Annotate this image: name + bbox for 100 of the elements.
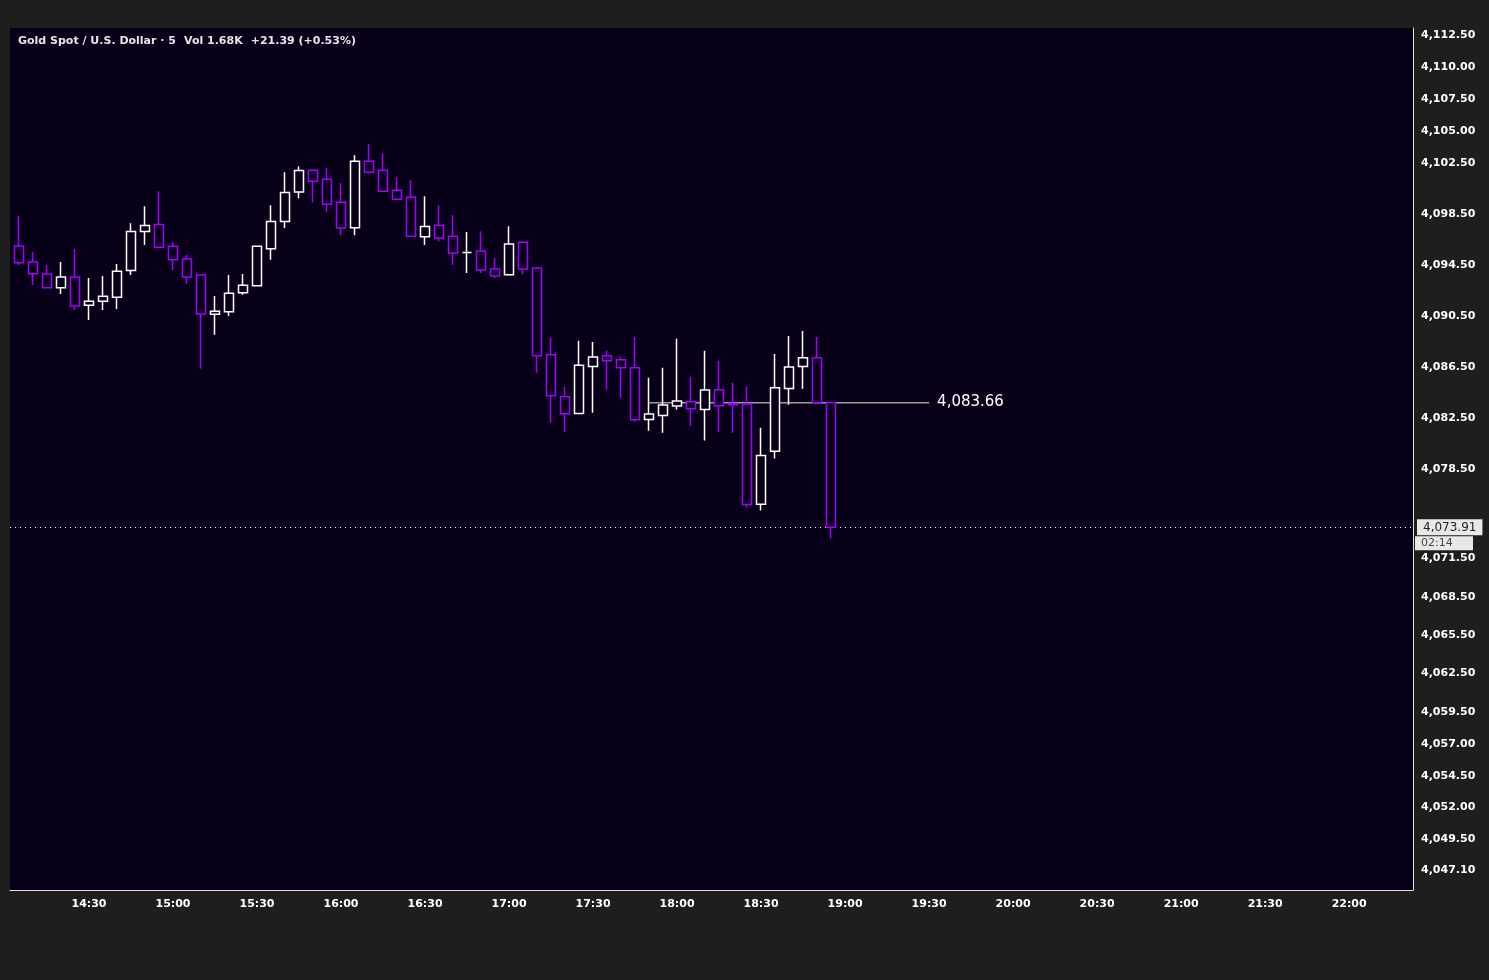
candlestick <box>769 353 781 460</box>
y-tick-label: 4,065.50 <box>1421 628 1476 642</box>
candlestick <box>139 205 151 246</box>
candlestick <box>517 240 529 275</box>
candlestick <box>755 426 767 512</box>
candlestick <box>531 266 543 374</box>
candlestick <box>419 195 431 246</box>
x-tick-label: 21:30 <box>1247 897 1283 910</box>
x-tick-label: 16:00 <box>323 897 359 910</box>
candlestick <box>377 152 389 192</box>
candlestick <box>237 273 249 296</box>
candlestick <box>335 182 347 236</box>
y-tick-label: 4,059.50 <box>1421 704 1476 718</box>
y-tick-label: 4,094.50 <box>1421 257 1476 271</box>
candlestick <box>783 335 795 406</box>
x-tick-label: 22:00 <box>1331 897 1367 910</box>
y-tick-label: 4,047.10 <box>1421 863 1476 877</box>
y-tick-label: 4,107.50 <box>1421 91 1476 105</box>
candlestick <box>699 350 711 442</box>
candlestick <box>111 263 123 310</box>
candlestick <box>825 401 837 540</box>
y-tick-label: 4,098.50 <box>1421 206 1476 220</box>
candlestick <box>55 261 67 295</box>
x-tick-label: 15:00 <box>155 897 191 910</box>
text: Gold Spot / U.S. Dollar · 5 <box>18 34 176 47</box>
y-tick-label: 4,071.50 <box>1421 551 1476 565</box>
candlestick <box>671 338 683 411</box>
candlestick <box>713 360 725 433</box>
x-tick-label: 18:00 <box>659 897 695 910</box>
x-tick-label: 17:00 <box>491 897 527 910</box>
candlestick <box>307 169 319 203</box>
y-tick-label: 4,052.00 <box>1421 800 1476 814</box>
candlestick <box>293 165 305 199</box>
candlestick <box>545 337 557 424</box>
candlestick <box>41 264 53 289</box>
y-tick-label: 4,086.50 <box>1421 359 1476 373</box>
x-tick-label: 14:30 <box>71 897 107 910</box>
candlestick <box>559 385 571 433</box>
candlestick <box>587 341 599 414</box>
candlestick <box>797 330 809 390</box>
x-tick-label: 20:00 <box>995 897 1031 910</box>
x-tick-label: 17:30 <box>575 897 611 910</box>
annotation: Vol 1.68K <box>183 34 243 47</box>
candlestick <box>363 143 375 174</box>
candlestick <box>349 154 361 236</box>
y-tick-label: 4,110.00 <box>1421 59 1476 73</box>
candlestick <box>503 225 515 276</box>
x-tick-label: 18:30 <box>743 897 779 910</box>
x-tick-label: 16:30 <box>407 897 443 910</box>
y-tick-label: 4,049.50 <box>1421 832 1476 846</box>
candlestick <box>489 257 501 279</box>
candlestick <box>727 382 739 434</box>
x-tick-label: 20:30 <box>1079 897 1115 910</box>
candlestick <box>405 179 417 237</box>
candlestick <box>251 245 263 287</box>
candlestick <box>573 340 585 415</box>
candlestick <box>27 251 39 286</box>
candlestick <box>279 171 291 229</box>
x-tick-label: 21:00 <box>1163 897 1199 910</box>
candlestick <box>209 295 221 336</box>
candlestick <box>97 275 109 311</box>
candlestick <box>615 356 627 399</box>
y-tick-label: 4,078.50 <box>1421 462 1476 476</box>
text: 02:14 <box>1421 536 1453 550</box>
y-tick-label: 4,062.50 <box>1421 666 1476 680</box>
candlestick <box>321 167 333 213</box>
candlestick <box>657 367 669 434</box>
candlestick <box>83 277 95 321</box>
y-tick-label: 4,054.50 <box>1421 768 1476 782</box>
candlestick <box>223 274 235 317</box>
y-tick-label: 4,090.50 <box>1421 308 1476 322</box>
candlestick <box>125 222 137 276</box>
candlestick <box>13 215 25 266</box>
y-tick-label: 4,102.50 <box>1421 155 1476 169</box>
candlestick <box>433 204 445 242</box>
candlestick <box>741 385 753 509</box>
candlestick <box>629 336 641 423</box>
x-tick-label: 15:30 <box>239 897 275 910</box>
candlestick <box>167 241 179 271</box>
candlestick <box>685 376 697 427</box>
candlestick <box>475 230 487 274</box>
candlestick <box>153 190 165 248</box>
candlestick <box>195 274 207 370</box>
y-tick-label: 4,105.00 <box>1421 123 1476 137</box>
candlestick <box>391 176 403 201</box>
x-tick-label: 19:00 <box>827 897 863 910</box>
candlestick <box>69 248 81 311</box>
candlestick <box>265 204 277 261</box>
ref-line-label: 4,073.91 <box>1423 520 1477 535</box>
y-tick-label: 4,112.50 <box>1421 27 1476 41</box>
candlestick <box>601 350 613 391</box>
candlestick <box>811 336 823 404</box>
y-tick-label: 4,082.50 <box>1421 411 1476 424</box>
x-tick-label: 19:30 <box>911 897 947 910</box>
candlestick <box>461 231 473 274</box>
candlestick <box>447 214 459 266</box>
annotation: +21.39 (+0.53%) <box>250 34 356 47</box>
y-tick-label: 4,057.00 <box>1421 736 1476 750</box>
candlestick <box>643 377 655 432</box>
annotation: 4,083.66 <box>937 392 1004 411</box>
